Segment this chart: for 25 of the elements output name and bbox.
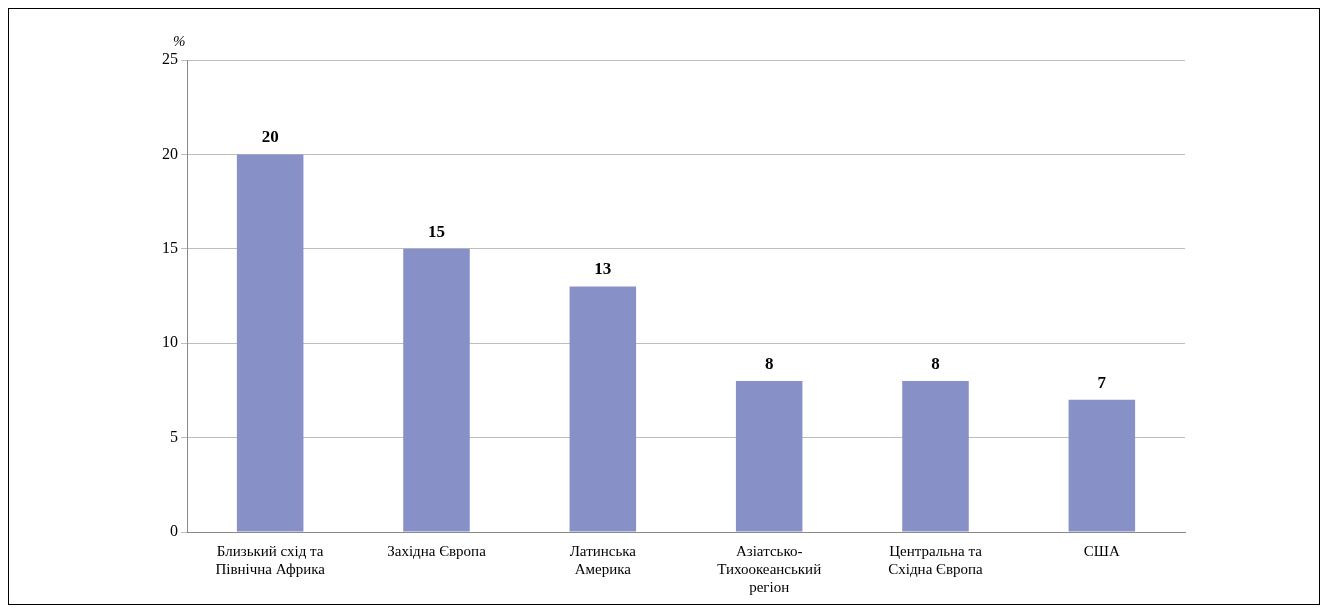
data-label: 8 (931, 353, 940, 373)
bar (902, 380, 969, 532)
bar (1068, 399, 1136, 532)
y-tick-label: 15 (162, 239, 178, 256)
data-label: 20 (261, 127, 279, 147)
data-label: 13 (594, 259, 612, 279)
data-label: 15 (428, 221, 445, 241)
x-tick-label: Близький схід та Північна Африка (215, 542, 326, 577)
y-tick-label: 20 (162, 144, 178, 162)
bar (735, 380, 803, 532)
bar (569, 286, 637, 532)
y-tick-label: 5 (170, 427, 178, 445)
data-label: 7 (1097, 372, 1107, 392)
x-tick-label: Азіатсько-Тихоокеанський регіон (717, 542, 822, 595)
data-label: 8 (764, 353, 774, 373)
x-tick-label: Західна Європа (387, 542, 487, 559)
bar (403, 248, 470, 532)
x-tick-label: Центральна та Східна Європа (888, 542, 984, 577)
x-tick-label: Латинська Америка (569, 542, 637, 577)
x-tick-label: США (1083, 542, 1120, 559)
y-tick-label: 0 (170, 522, 178, 540)
y-axis-title: % (173, 33, 186, 50)
y-tick-label: 10 (162, 333, 178, 351)
bar (236, 154, 304, 532)
y-tick-label: 25 (162, 50, 178, 68)
